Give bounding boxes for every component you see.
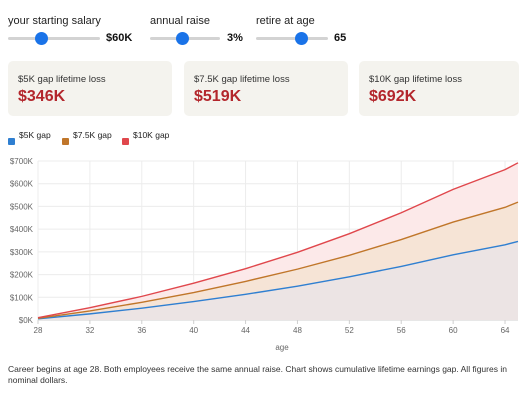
salary-slider-thumb[interactable]: [34, 32, 48, 45]
legend-label: $7.5K gap: [73, 130, 112, 140]
series-area-0: [38, 241, 518, 320]
series-line-1: [37, 201, 519, 319]
y-tick-label: $300K: [10, 248, 34, 257]
x-tick-label: 32: [85, 326, 94, 335]
x-tick-label: 44: [241, 326, 250, 335]
legend-label: $10K gap: [133, 130, 170, 140]
y-tick-label: $200K: [10, 271, 34, 280]
x-tick-label: 28: [34, 326, 43, 335]
x-tick-label: 64: [501, 326, 510, 335]
legend-label: $5K gap: [19, 130, 51, 140]
series-line-0: [37, 240, 519, 320]
controls-bar: your starting salary $60K annual raise 3…: [0, 0, 527, 52]
raise-label: annual raise: [150, 15, 210, 27]
x-axis-title: age: [275, 343, 289, 352]
y-axis-ticks: $0K $100K $200K $300K $400K $500K $600K $700K: [10, 157, 34, 325]
retire-label: retire at age: [256, 15, 315, 27]
legend-swatch: [122, 138, 129, 145]
series-line-2: [37, 162, 519, 319]
earnings-gap-chart: $0K $100K $200K $300K $400K $500K $600K $700K 2…: [10, 157, 519, 352]
legend-swatch: [8, 138, 15, 145]
loss-card-label: $10K gap lifetime loss: [369, 74, 462, 85]
loss-card-label: $5K gap lifetime loss: [18, 74, 106, 85]
x-tick-label: 36: [137, 326, 146, 335]
raise-value: 3%: [227, 32, 243, 44]
salary-slider-track: [8, 37, 100, 40]
retire-slider-thumb[interactable]: [294, 32, 308, 45]
loss-card-label: $7.5K gap lifetime loss: [194, 74, 290, 85]
legend-swatch: [62, 138, 69, 145]
loss-card-10k: $10K gap lifetime loss $692K: [359, 61, 519, 116]
y-tick-label: $500K: [10, 202, 34, 211]
x-tick-label: 56: [397, 326, 406, 335]
retire-slider[interactable]: [256, 30, 328, 46]
x-tick-label: 60: [449, 326, 458, 335]
loss-card-5k: $5K gap lifetime loss $346K: [8, 61, 172, 116]
loss-card-value: $346K: [18, 88, 66, 105]
series-areas: [38, 162, 518, 320]
loss-card-7-5k: $7.5K gap lifetime loss $519K: [184, 61, 348, 116]
y-tick-label: $400K: [10, 225, 34, 234]
y-tick-label: $100K: [10, 293, 34, 302]
raise-slider-thumb[interactable]: [176, 32, 190, 45]
x-tick-label: 40: [189, 326, 198, 335]
retire-slider-track: [256, 37, 328, 40]
salary-slider[interactable]: [8, 30, 100, 46]
series-lines: [37, 162, 519, 320]
x-axis-ticks: 28 32 36 40 44 48 52 56 60 64: [34, 326, 510, 335]
raise-slider[interactable]: [150, 30, 220, 46]
salary-label: your starting salary: [8, 15, 101, 27]
salary-value: $60K: [106, 32, 133, 44]
loss-card-value: $519K: [194, 88, 242, 105]
loss-card-value: $692K: [369, 88, 417, 105]
x-tick-label: 52: [345, 326, 354, 335]
x-tick-label: 48: [293, 326, 302, 335]
y-tick-label: $700K: [10, 157, 34, 166]
chart-caption: Career begins at age 28. Both employees …: [8, 364, 507, 385]
y-tick-label: $0K: [19, 316, 34, 325]
retire-value: 65: [334, 32, 347, 44]
y-tick-label: $600K: [10, 180, 34, 189]
